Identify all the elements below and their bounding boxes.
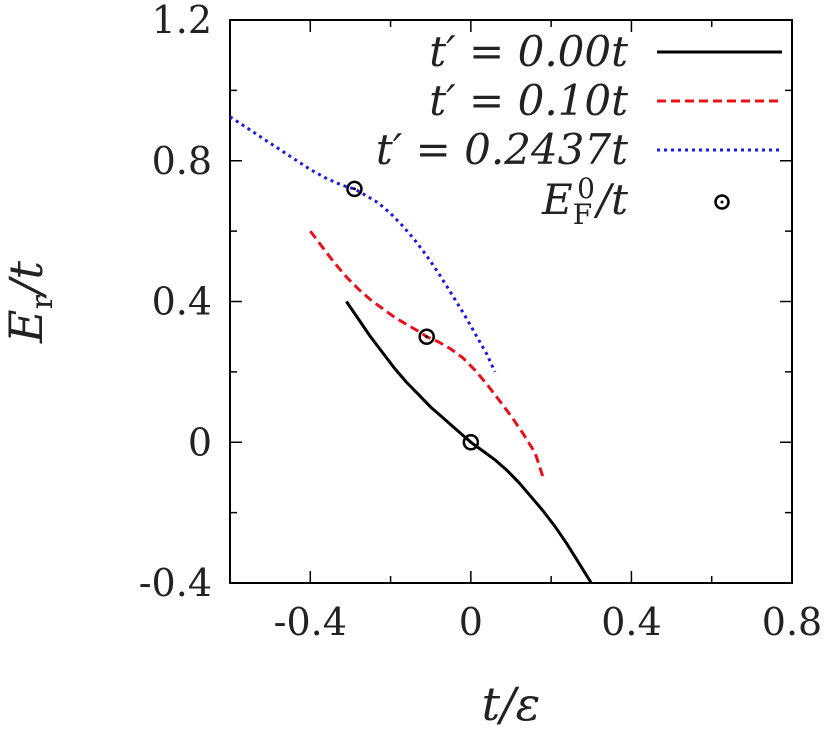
svg-text:Er/t: Er/t <box>0 261 60 344</box>
x-tick-label: 0 <box>459 600 483 644</box>
legend-label: t′ = 0.10t <box>429 76 628 125</box>
series-line-2 <box>309 230 545 478</box>
fermi-point <box>418 328 435 345</box>
x-tick-label: 0.8 <box>762 600 822 644</box>
legend-marker-dot <box>720 200 724 204</box>
fermi-energy-points <box>346 180 480 451</box>
fermi-point-dot <box>469 440 473 444</box>
y-axis-title: Er/t <box>0 261 60 344</box>
fermi-point <box>462 434 480 451</box>
y-tick-label: 1.2 <box>152 0 212 42</box>
x-tick-label: 0.4 <box>601 600 661 644</box>
y-tick-label: 0.8 <box>152 139 212 183</box>
y-tick-label: 0.4 <box>152 280 212 324</box>
series-line-1 <box>345 300 593 584</box>
legend-label: EF0/t <box>541 172 628 231</box>
axis-ticks <box>229 19 793 584</box>
legend-marker <box>714 194 730 210</box>
legend-label: t′ = 0.00t <box>429 27 628 76</box>
series-line-3 <box>229 115 497 373</box>
y-tick-label: 0 <box>188 420 212 464</box>
x-tick-label: -0.4 <box>274 600 347 644</box>
y-tick-label: -0.4 <box>139 561 212 605</box>
series-layer <box>229 115 593 584</box>
fermi-point-dot <box>352 187 356 191</box>
fermi-point-dot <box>425 335 429 339</box>
axis-tick-labels: -0.4 0 0.4 0.8 1.2 -0.4 0 0.4 0.8 <box>139 0 823 644</box>
fermi-point <box>346 180 363 198</box>
legend-label: t′ = 0.2437t <box>376 125 628 174</box>
x-axis-title: t/ε <box>482 677 541 731</box>
